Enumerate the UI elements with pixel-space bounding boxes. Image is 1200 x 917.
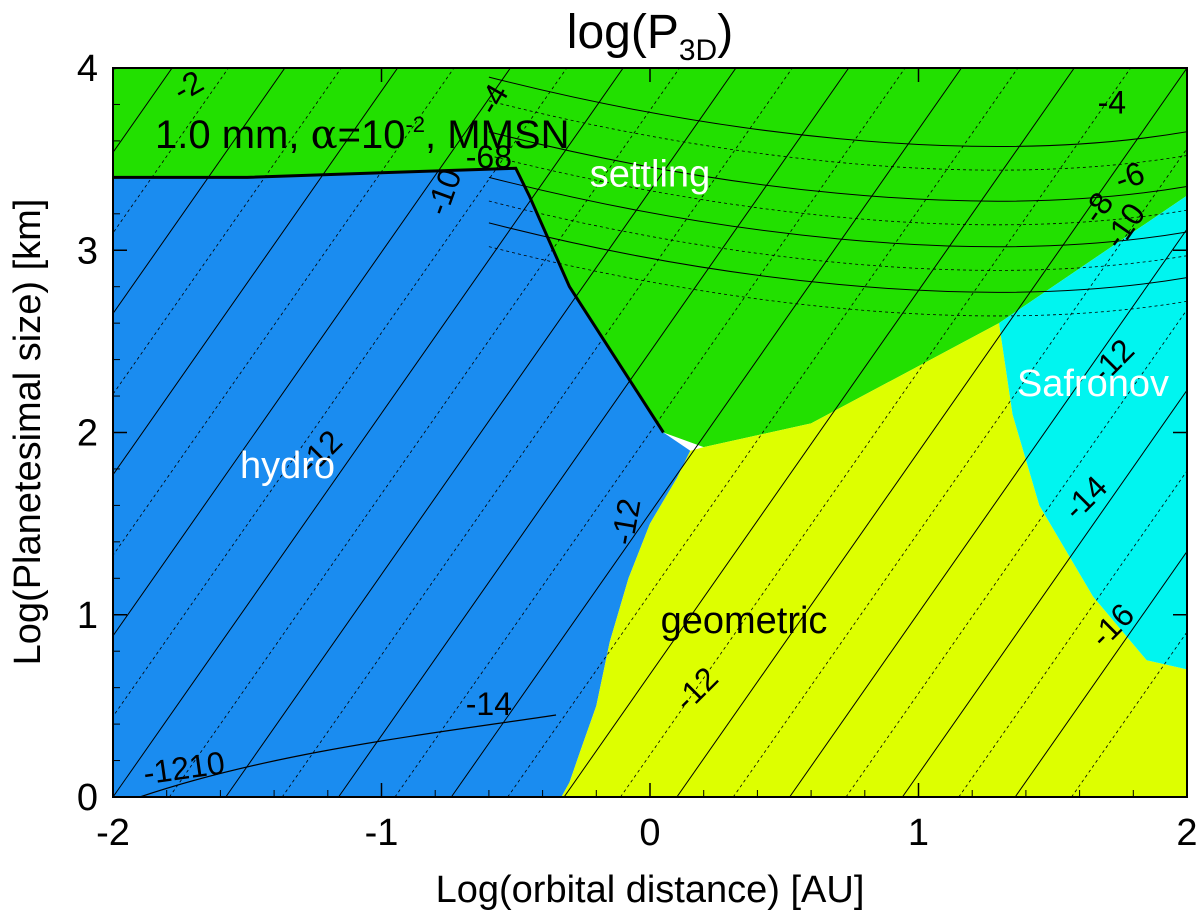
contour-line	[113, 68, 399, 476]
contour-line	[488, 222, 1187, 293]
region-settling	[113, 68, 1187, 448]
contour-line	[563, 68, 1075, 797]
contour-line	[789, 228, 1187, 797]
y-tick-label: 0	[77, 777, 98, 819]
contour-line	[0, 68, 3, 797]
contour-line	[113, 68, 511, 637]
regime-label-hydro: hydro	[240, 445, 335, 487]
contour-line	[620, 68, 1131, 797]
plot-area: -2 -4-10-68-4-6-8-10-12-12-12-14-14 -12-16…	[0, 68, 1187, 797]
annotation-alpha: α	[311, 112, 338, 158]
parameter-annotation: 1.0 mm, α=10-2, MMSN	[155, 112, 569, 158]
contour-line	[488, 131, 1187, 202]
contour-line	[732, 147, 1187, 797]
y-axis-label: Log(Planetesimal size) [km]	[7, 199, 49, 666]
contour-line	[225, 68, 737, 797]
contour-line	[113, 68, 286, 315]
annotation-equals: =10	[338, 113, 406, 157]
contour-line	[507, 68, 1019, 797]
contour-line	[113, 68, 455, 556]
contour-label: -12	[604, 496, 647, 548]
annotation-exponent: -2	[405, 112, 425, 137]
region-safronov	[999, 195, 1187, 670]
contour-line	[488, 76, 1187, 147]
x-axis: -2 -1 0 1 2	[96, 68, 1198, 854]
region-geometric	[561, 323, 1187, 797]
x-tick-label: 1	[908, 812, 929, 854]
annotation-prefix: 1.0 mm,	[155, 113, 311, 157]
contour-line	[1014, 550, 1187, 797]
regime-label-safronov: Safronov	[1017, 363, 1169, 405]
annotation-suffix: , MMSN	[425, 113, 569, 157]
regime-boundary	[139, 714, 557, 797]
regime-label-geometric: geometric	[661, 600, 828, 642]
contour-line	[488, 176, 1187, 248]
contour-line	[169, 68, 680, 797]
contour-line	[845, 309, 1187, 797]
contour-line	[488, 246, 1187, 317]
y-tick-label: 1	[77, 595, 98, 637]
regime-label-settling: settling	[590, 154, 710, 196]
y-tick-label: 4	[77, 48, 98, 90]
x-axis-label: Log(orbital distance) [AU]	[436, 869, 865, 911]
contour-line	[338, 68, 850, 797]
y-axis: 0 1 2 3 4	[77, 48, 1187, 819]
contour-lines	[0, 68, 1187, 797]
regime-regions	[113, 68, 1187, 797]
contour-line	[113, 68, 568, 718]
y-tick-label: 3	[77, 230, 98, 272]
chart-title-subscript: 3D	[679, 34, 717, 67]
regime-boundary	[113, 166, 665, 434]
x-tick-label: -2	[96, 812, 130, 854]
contour-label: -14	[466, 686, 512, 722]
chart-title-tail: )	[717, 6, 733, 59]
contour-label: -4	[1098, 85, 1126, 121]
contour-line	[901, 389, 1187, 797]
region-hydro	[113, 168, 691, 797]
contour-line	[676, 68, 1187, 797]
chart-title: log(P3D)	[567, 6, 733, 67]
x-tick-label: 0	[639, 812, 660, 854]
contour-line	[281, 68, 793, 797]
contour-line	[488, 200, 1187, 271]
x-tick-label: -1	[365, 812, 399, 854]
contour-line	[488, 100, 1187, 171]
y-tick-label: 2	[77, 413, 98, 455]
contour-label: -68	[466, 139, 512, 175]
x-tick-label: 2	[1176, 812, 1197, 854]
contour-line	[450, 68, 962, 797]
contour-line	[488, 155, 1187, 226]
regime-labels: settling hydro geometric Safronov	[240, 154, 1169, 643]
chart-title-main: log(P	[567, 6, 679, 59]
contour-line	[394, 68, 906, 797]
